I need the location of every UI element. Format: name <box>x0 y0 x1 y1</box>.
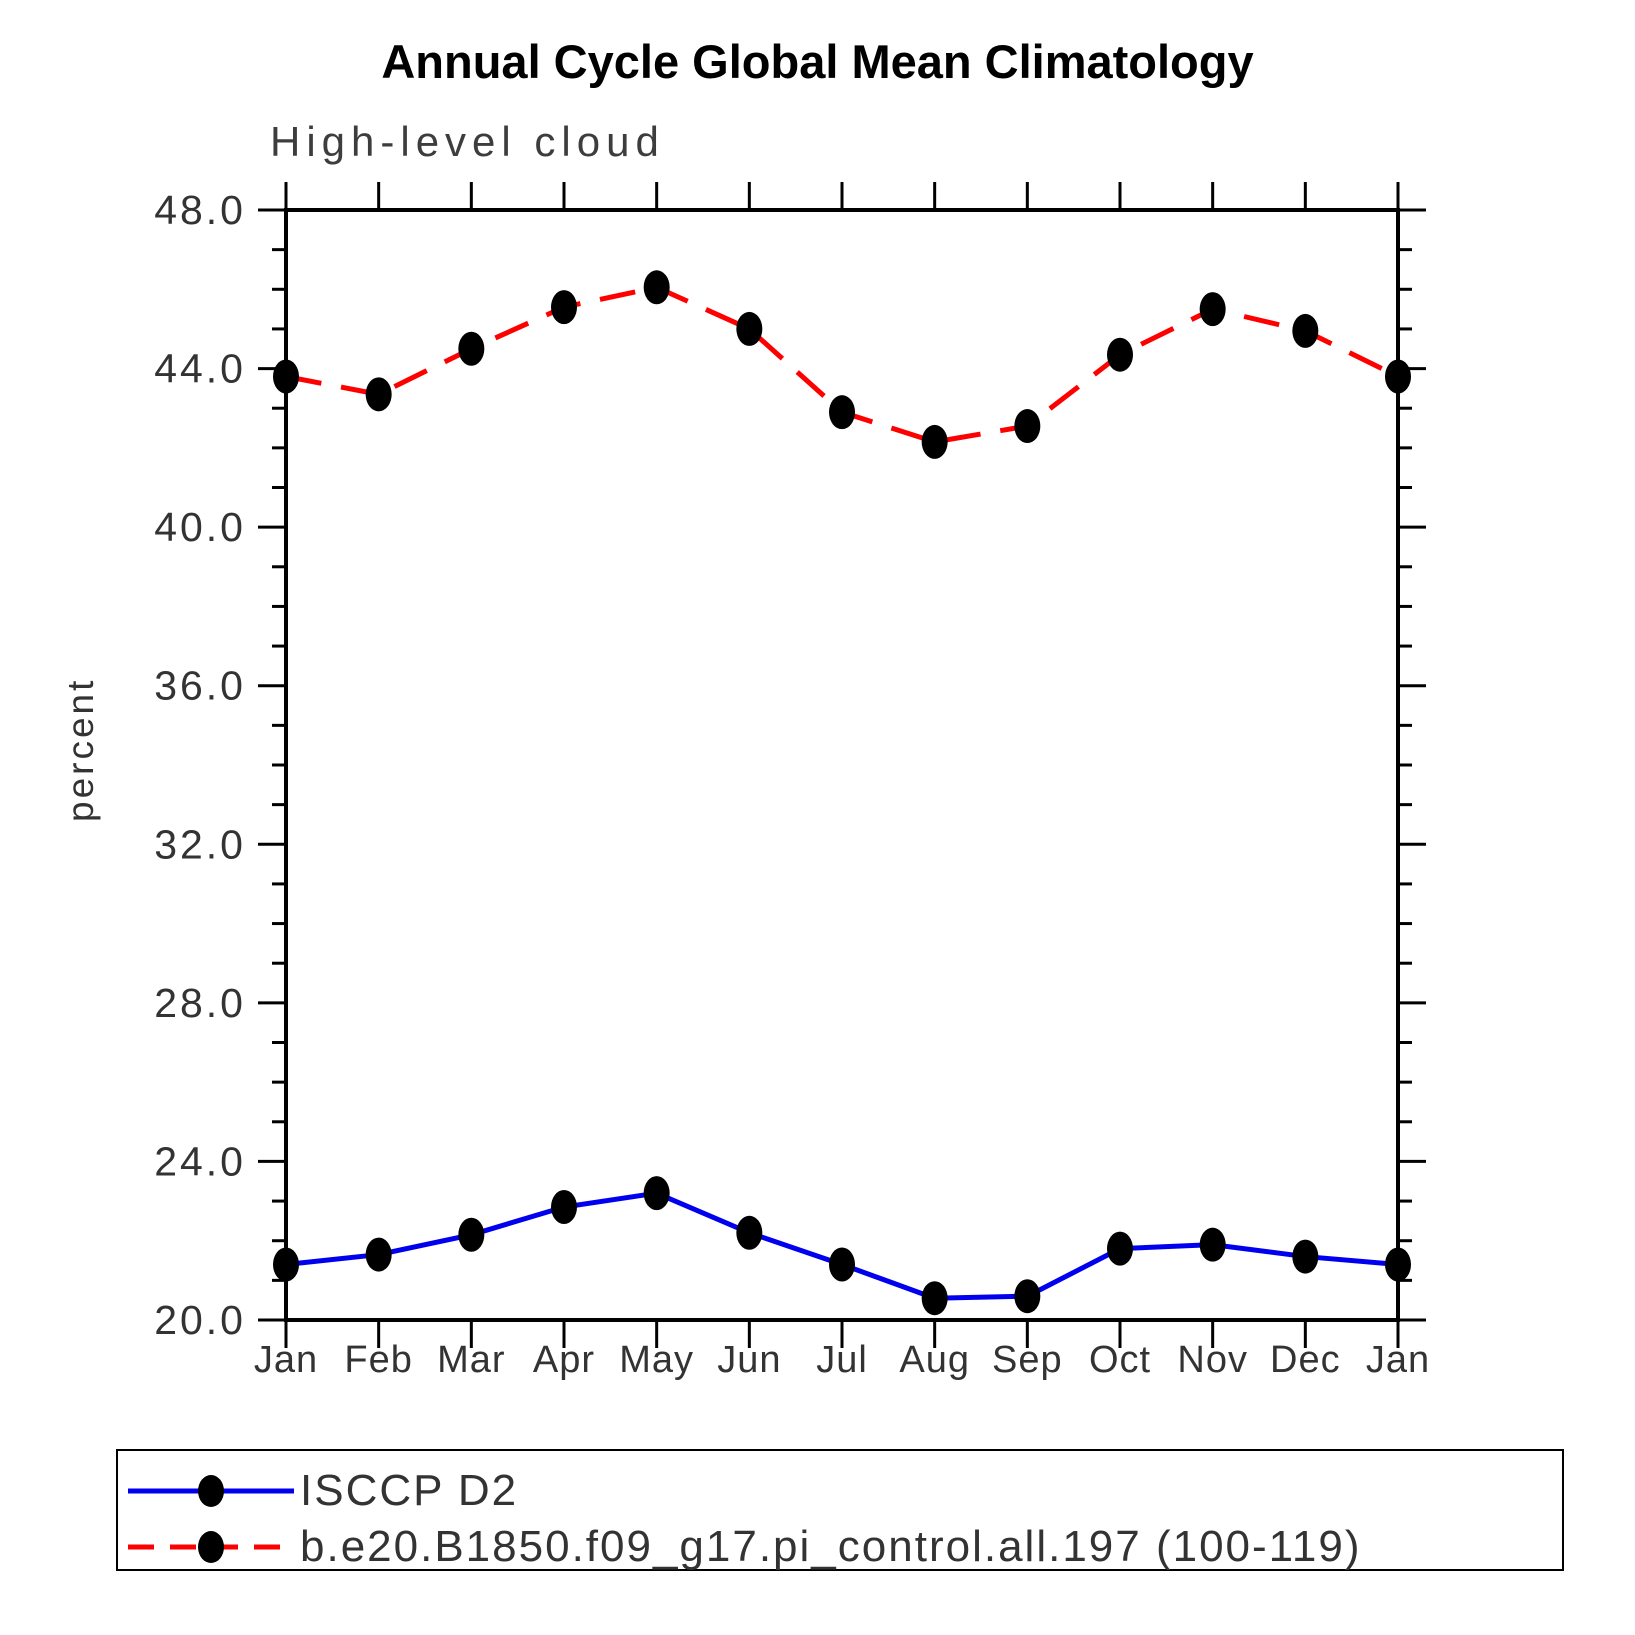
data-point-marker <box>1292 313 1319 348</box>
chart-title: Annual Cycle Global Mean Climatology <box>381 35 1254 88</box>
x-axis-tick-label: Dec <box>1270 1339 1341 1381</box>
x-axis-tick-label: Feb <box>344 1339 412 1381</box>
data-point-marker <box>273 359 299 394</box>
x-axis-tick-label: Apr <box>533 1339 595 1381</box>
series-line-0 <box>285 1190 1399 1301</box>
y-axis-tick-label: 28.0 <box>154 980 246 1026</box>
data-point-marker <box>643 1176 670 1211</box>
data-point-marker <box>1292 1239 1319 1274</box>
data-point-marker <box>1199 292 1226 327</box>
data-point-marker <box>551 290 577 325</box>
data-point-marker <box>1014 1279 1041 1314</box>
legend-label-model: b.e20.B1850.f09_g17.pi_control.all.197 (… <box>300 1522 1362 1571</box>
x-axis-tick-label: Jul <box>816 1339 868 1381</box>
y-axis-tick-label: 20.0 <box>154 1297 246 1343</box>
data-point-marker <box>365 377 392 412</box>
legend: ISCCP D2 b.e20.B1850.f09_g17.pi_control.… <box>116 1449 1564 1571</box>
y-axis-tick-label: 32.0 <box>154 821 246 867</box>
legend-marker-icon <box>198 1475 224 1507</box>
plot-area: 20.0 24.0 28.0 32.0 36.0 40.0 44.0 48.0 Jan Feb Ma… <box>154 182 1430 1381</box>
legend-marker-icon <box>198 1531 224 1563</box>
data-point-marker <box>551 1190 577 1225</box>
x-axis-tick-label: Jan <box>254 1339 318 1381</box>
legend-label-isccp: ISCCP D2 <box>300 1466 519 1515</box>
legend-sample-solid <box>128 1475 294 1507</box>
data-point-marker <box>365 1237 392 1272</box>
x-axis-tick-label: Sep <box>992 1339 1063 1381</box>
x-axis-tick-label: May <box>619 1339 694 1381</box>
data-point-marker <box>458 331 485 366</box>
y-axis-tick-label: 36.0 <box>154 663 246 709</box>
data-point-marker <box>1385 359 1411 394</box>
x-axis-tick-label: Oct <box>1089 1339 1151 1381</box>
data-point-marker <box>736 1215 763 1250</box>
legend-sample-dashed <box>128 1531 294 1563</box>
data-point-marker <box>921 424 948 459</box>
data-point-marker <box>1107 337 1133 372</box>
x-axis-tick-label: Jun <box>717 1339 781 1381</box>
data-point-marker <box>1014 409 1041 444</box>
data-point-marker <box>273 1247 299 1282</box>
y-axis-tick-label: 48.0 <box>154 187 246 233</box>
legend-item-isccp: ISCCP D2 <box>124 1466 519 1515</box>
y-axis-tick-label: 44.0 <box>154 346 246 392</box>
data-point-marker <box>921 1281 948 1316</box>
data-point-marker <box>829 1247 855 1282</box>
y-axis-tick-label: 24.0 <box>154 1138 246 1184</box>
data-point-marker <box>1199 1227 1226 1262</box>
x-axis-tick-label: Aug <box>899 1339 970 1381</box>
legend-item-model: b.e20.B1850.f09_g17.pi_control.all.197 (… <box>124 1522 1362 1571</box>
chart-subtitle: High-level cloud <box>270 118 665 165</box>
data-point-marker <box>1385 1247 1411 1282</box>
data-point-marker <box>736 311 763 346</box>
data-point-marker <box>1107 1231 1133 1266</box>
x-axis-tick-label: Nov <box>1177 1339 1248 1381</box>
data-point-marker <box>829 395 855 430</box>
data-point-marker <box>643 270 670 305</box>
y-axis-tick-label: 40.0 <box>154 504 246 550</box>
data-point-marker <box>458 1217 485 1252</box>
x-axis-tick-label: Jan <box>1366 1339 1430 1381</box>
x-axis-tick-label: Mar <box>437 1339 505 1381</box>
plot-frame <box>284 208 1400 1322</box>
